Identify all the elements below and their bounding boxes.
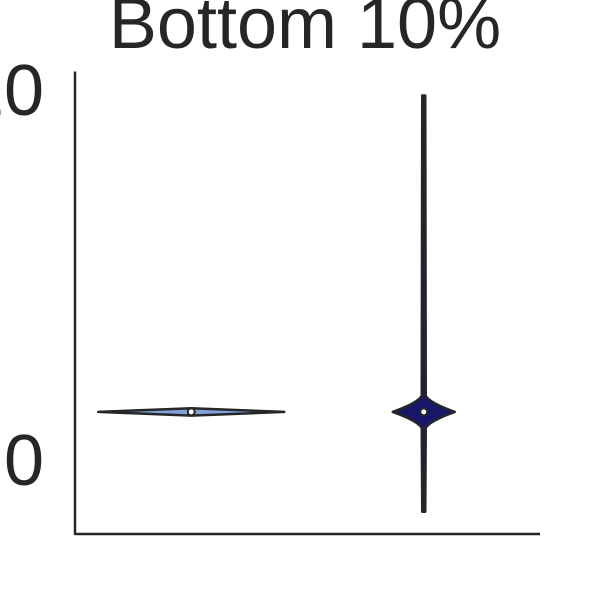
chart-title: Bottom 10% bbox=[109, 0, 501, 64]
median-dot bbox=[419, 407, 429, 417]
y-tick-label: 0 bbox=[4, 421, 44, 501]
y-tick-label: 10 bbox=[0, 51, 44, 131]
median-dot bbox=[186, 407, 196, 417]
violin-body bbox=[391, 94, 456, 514]
